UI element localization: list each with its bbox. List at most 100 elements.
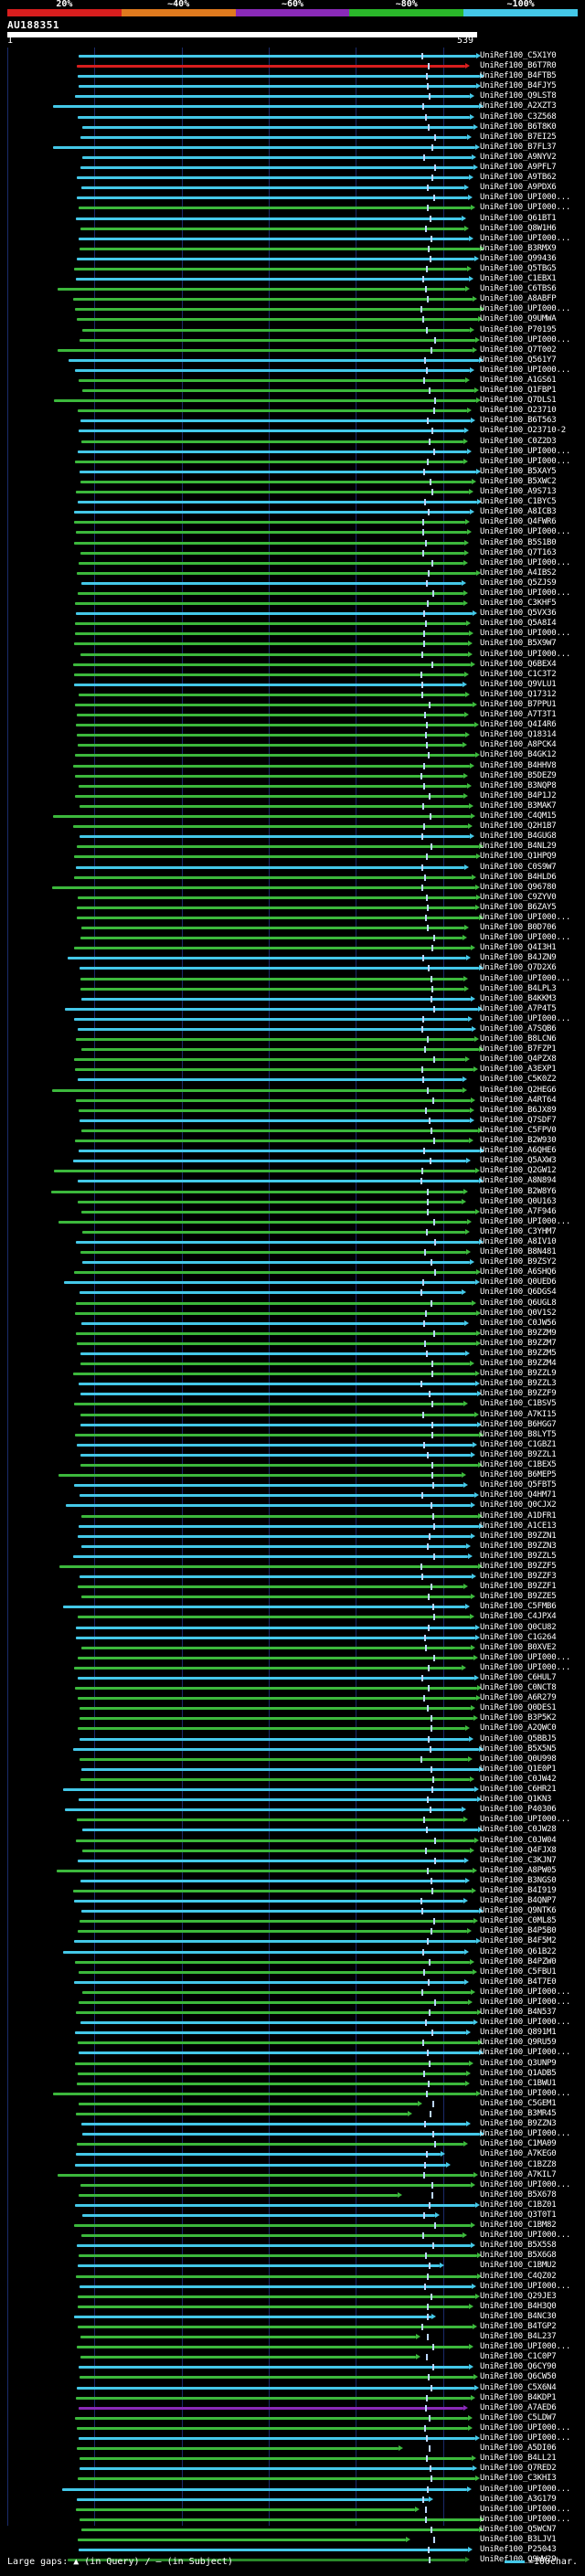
hit-label-link[interactable]: UniRef100_Q0V1S2 [480, 1308, 557, 1318]
hit-row[interactable]: UniRef100_Q6UGL8 [0, 1299, 585, 1309]
hit-alignment-bar[interactable] [73, 823, 473, 830]
hit-alignment-bar[interactable] [79, 1148, 485, 1154]
hit-alignment-bar[interactable] [80, 1462, 484, 1468]
hit-label-link[interactable]: UniRef100_B6MEP5 [480, 1470, 557, 1480]
hit-label-link[interactable]: UniRef100_Q3T0T1 [480, 2210, 557, 2220]
hit-row[interactable]: UniRef100_B4FTB5 [0, 71, 585, 81]
hit-label-link[interactable]: UniRef100_UPI000... [480, 1652, 571, 1662]
hit-row[interactable]: UniRef100_Q7D2X6 [0, 963, 585, 973]
hit-row[interactable]: UniRef100_Q0CJX2 [0, 1500, 585, 1511]
hit-row[interactable]: UniRef100_Q1KN3 [0, 1795, 585, 1805]
hit-row[interactable]: UniRef100_Q4FJX8 [0, 1846, 585, 1856]
hit-row[interactable]: UniRef100_C5X6N4 [0, 2383, 585, 2393]
hit-label-link[interactable]: UniRef100_B9ZZM5 [480, 1349, 557, 1358]
hit-row[interactable]: UniRef100_Q7RED2 [0, 2464, 585, 2474]
hit-label-link[interactable]: UniRef100_Q6CW50 [480, 2372, 557, 2382]
hit-alignment-bar[interactable] [73, 1887, 477, 1893]
hit-label-link[interactable]: UniRef100_B6JX89 [480, 1105, 557, 1115]
hit-label-link[interactable]: UniRef100_B5X9W7 [480, 639, 557, 649]
hit-alignment-bar[interactable] [80, 2334, 421, 2340]
hit-row[interactable]: UniRef100_Q4FWR6 [0, 517, 585, 527]
hit-label-link[interactable]: UniRef100_Q9NTK6 [480, 1906, 557, 1916]
hit-alignment-bar[interactable] [76, 1097, 475, 1103]
hit-row[interactable]: UniRef100_C5LDW7 [0, 2413, 585, 2423]
hit-alignment-bar[interactable] [74, 631, 473, 637]
hit-alignment-bar[interactable] [75, 2273, 483, 2279]
hit-label-link[interactable]: UniRef100_B9ZSY2 [480, 1257, 557, 1267]
hit-row[interactable]: UniRef100_B3NGS0 [0, 1876, 585, 1886]
hit-label-link[interactable]: UniRef100_C3KHF5 [480, 599, 557, 609]
hit-alignment-bar[interactable] [64, 1005, 484, 1012]
hit-alignment-bar[interactable] [80, 1715, 478, 1722]
hit-row[interactable]: UniRef100_B4P5B0 [0, 1926, 585, 1936]
hit-label-link[interactable]: UniRef100_B3NQP8 [480, 780, 557, 790]
hit-alignment-bar[interactable] [74, 2060, 474, 2066]
hit-label-link[interactable]: UniRef100_B5X5N5 [480, 1744, 557, 1754]
hit-label-link[interactable]: UniRef100_A9PDX6 [480, 183, 557, 193]
hit-label-link[interactable]: UniRef100_C1MA09 [480, 2139, 557, 2149]
hit-alignment-bar[interactable] [80, 935, 468, 941]
hit-alignment-bar[interactable] [77, 894, 481, 900]
hit-alignment-bar[interactable] [75, 1309, 482, 1316]
hit-alignment-bar[interactable] [58, 2171, 478, 2178]
hit-alignment-bar[interactable] [80, 1117, 475, 1123]
hit-alignment-bar[interactable] [78, 2364, 474, 2370]
hit-label-link[interactable]: UniRef100_B4T7E0 [480, 1977, 557, 1987]
hit-alignment-bar[interactable] [80, 2181, 475, 2188]
hit-row[interactable]: UniRef100_Q1E0P1 [0, 1765, 585, 1775]
hit-row[interactable]: UniRef100_C5FMB6 [0, 1602, 585, 1612]
hit-label-link[interactable]: UniRef100_C4QZ02 [480, 2271, 557, 2281]
hit-label-link[interactable]: UniRef100_Q4HM71 [480, 1490, 557, 1500]
hit-label-link[interactable]: UniRef100_B4PZW0 [480, 1956, 557, 1966]
hit-row[interactable]: UniRef100_A3G179 [0, 2495, 585, 2505]
hit-alignment-bar[interactable] [77, 2293, 480, 2299]
hit-alignment-bar[interactable] [79, 1797, 482, 1803]
hit-row[interactable]: UniRef100_Q0UED6 [0, 1277, 585, 1288]
hit-row[interactable]: UniRef100_Q1HPQ9 [0, 852, 585, 862]
hit-alignment-bar[interactable] [77, 1198, 467, 1204]
hit-label-link[interactable]: UniRef100_B4KKM3 [480, 993, 557, 1003]
hit-row[interactable]: UniRef100_B5XAY5 [0, 467, 585, 477]
hit-label-link[interactable]: UniRef100_Q1FBP1 [480, 386, 557, 396]
hit-label-link[interactable]: UniRef100_B4QNP7 [480, 1896, 557, 1906]
hit-alignment-bar[interactable] [80, 833, 474, 840]
hit-alignment-bar[interactable] [76, 1299, 477, 1306]
hit-alignment-bar[interactable] [80, 2516, 485, 2522]
hit-label-link[interactable]: UniRef100_B4L237 [480, 2332, 557, 2342]
hit-row[interactable]: UniRef100_A9PFL7 [0, 163, 585, 173]
hit-alignment-bar[interactable] [76, 215, 466, 221]
hit-label-link[interactable]: UniRef100_C0NCT8 [480, 1683, 557, 1693]
hit-row[interactable]: UniRef100_UPI000... [0, 2342, 585, 2352]
hit-label-link[interactable]: UniRef100_C6HUL7 [480, 1673, 557, 1682]
hit-alignment-bar[interactable] [78, 782, 472, 789]
hit-label-link[interactable]: UniRef100_C1GBZ1 [480, 1439, 557, 1449]
hit-label-link[interactable]: UniRef100_A8PCK4 [480, 740, 557, 750]
hit-row[interactable]: UniRef100_B4PZW0 [0, 1957, 585, 1967]
hit-row[interactable]: UniRef100_B4QNP7 [0, 1896, 585, 1906]
hit-label-link[interactable]: UniRef100_UPI000... [480, 527, 571, 537]
hit-alignment-bar[interactable] [77, 914, 484, 920]
hit-alignment-bar[interactable] [73, 1056, 471, 1063]
hit-label-link[interactable]: UniRef100_B3NGS0 [480, 1875, 557, 1885]
hit-alignment-bar[interactable] [73, 661, 476, 667]
hit-label-link[interactable]: UniRef100_UPI000... [480, 304, 571, 314]
hit-row[interactable]: UniRef100_B4LPL3 [0, 984, 585, 994]
hit-row[interactable]: UniRef100_C1BZ01 [0, 2200, 585, 2210]
hit-label-link[interactable]: UniRef100_Q7DLS1 [480, 396, 557, 406]
hit-row[interactable]: UniRef100_B4HHV8 [0, 761, 585, 771]
hit-alignment-bar[interactable] [80, 2232, 468, 2239]
hit-alignment-bar[interactable] [75, 1036, 480, 1043]
hit-alignment-bar[interactable] [80, 1755, 473, 1762]
hit-label-link[interactable]: UniRef100_A1CE13 [480, 1521, 557, 1531]
hit-alignment-bar[interactable] [77, 2263, 444, 2269]
hit-alignment-bar[interactable] [76, 529, 473, 535]
hit-label-link[interactable]: UniRef100_C4QM15 [480, 811, 557, 822]
hit-row[interactable]: UniRef100_B9ZZN3 [0, 1542, 585, 1552]
hit-alignment-bar[interactable] [58, 346, 477, 353]
hit-row[interactable]: UniRef100_B5X9W7 [0, 639, 585, 649]
hit-label-link[interactable]: UniRef100_C0JW04 [480, 1835, 557, 1845]
hit-alignment-bar[interactable] [78, 2191, 402, 2198]
hit-row[interactable]: UniRef100_C1GBZ1 [0, 1440, 585, 1450]
hit-alignment-bar[interactable] [80, 1411, 480, 1417]
hit-row[interactable]: UniRef100_Q0U998 [0, 1754, 585, 1765]
